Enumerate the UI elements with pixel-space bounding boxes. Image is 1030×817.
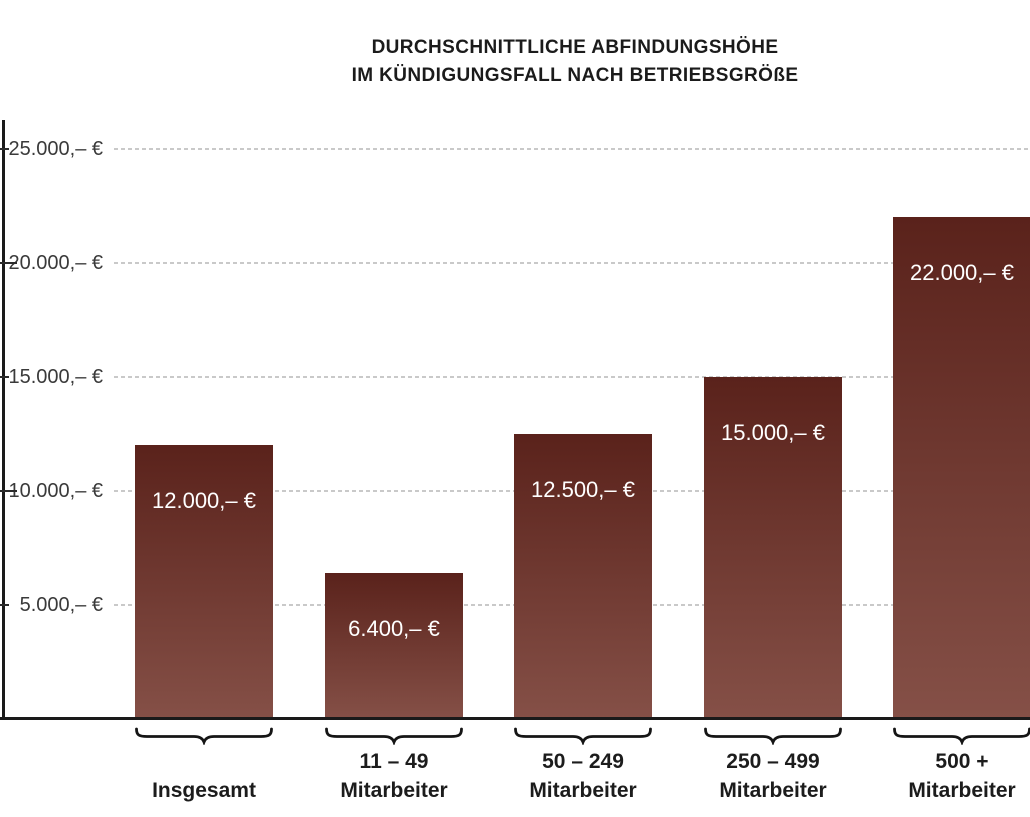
category-label: 50 – 249 Mitarbeiter xyxy=(483,747,683,805)
category-label-line: 250 – 499 xyxy=(726,750,820,773)
y-tick-label: 20.000,– € xyxy=(8,252,103,274)
category-label-line: 500 + xyxy=(935,750,989,773)
y-tick-label: 10.000,– € xyxy=(8,480,103,502)
bar-4: 15.000,– € xyxy=(704,377,842,719)
category-label: 500 + Mitarbeiter xyxy=(862,747,1030,805)
gridline xyxy=(114,376,1030,378)
category-label-line: 11 – 49 xyxy=(359,750,429,773)
category-label-line: Mitarbeiter xyxy=(340,779,448,802)
category-label-line: Mitarbeiter xyxy=(908,779,1016,802)
gridline xyxy=(114,148,1030,150)
gridline xyxy=(114,262,1030,264)
bar-1: 12.000,– € xyxy=(135,445,273,719)
category-label: Insgesamt xyxy=(104,747,304,805)
y-axis-tick xyxy=(0,148,9,150)
y-axis-line xyxy=(2,120,5,720)
category-label-line: 50 – 249 xyxy=(542,750,624,773)
x-axis-line xyxy=(0,717,1030,720)
bar-value-label: 22.000,– € xyxy=(910,260,1014,286)
y-tick-label: 25.000,– € xyxy=(8,138,103,160)
bar-value-label: 12.000,– € xyxy=(152,488,256,514)
category-label: 250 – 499 Mitarbeiter xyxy=(673,747,873,805)
chart-title-line1: DURCHSCHNITTLICHE ABFINDUNGSHÖHE xyxy=(371,37,779,58)
bar-value-label: 6.400,– € xyxy=(348,616,440,642)
y-tick-label: 15.000,– € xyxy=(8,366,103,388)
underbrace xyxy=(893,727,1030,745)
category-label: 11 – 49 Mitarbeiter xyxy=(294,747,494,805)
chart-title-line2: IM KÜNDIGUNGSFALL NACH BETRIEBSGRÖßE xyxy=(351,65,799,86)
chart-title: DURCHSCHNITTLICHE ABFINDUNGSHÖHE IM KÜND… xyxy=(120,34,1030,90)
category-label-line: Insgesamt xyxy=(152,779,256,802)
category-label-line: Mitarbeiter xyxy=(719,779,827,802)
bar-5: 22.000,– € xyxy=(893,217,1030,719)
bar-2: 6.400,– € xyxy=(325,573,463,719)
bar-value-label: 12.500,– € xyxy=(531,477,635,502)
category-label-line: Mitarbeiter xyxy=(529,779,637,802)
underbrace xyxy=(704,727,842,745)
y-axis-tick xyxy=(0,262,17,264)
y-axis-tick xyxy=(0,604,9,606)
bar-value-label: 15.000,– € xyxy=(721,420,825,445)
underbrace xyxy=(514,727,652,745)
y-axis-tick xyxy=(0,490,17,492)
y-axis-tick xyxy=(0,376,9,378)
underbrace xyxy=(135,727,273,745)
bar-3: 12.500,– € xyxy=(514,434,652,719)
y-tick-label: 5.000,– € xyxy=(19,594,103,616)
underbrace xyxy=(325,727,463,745)
